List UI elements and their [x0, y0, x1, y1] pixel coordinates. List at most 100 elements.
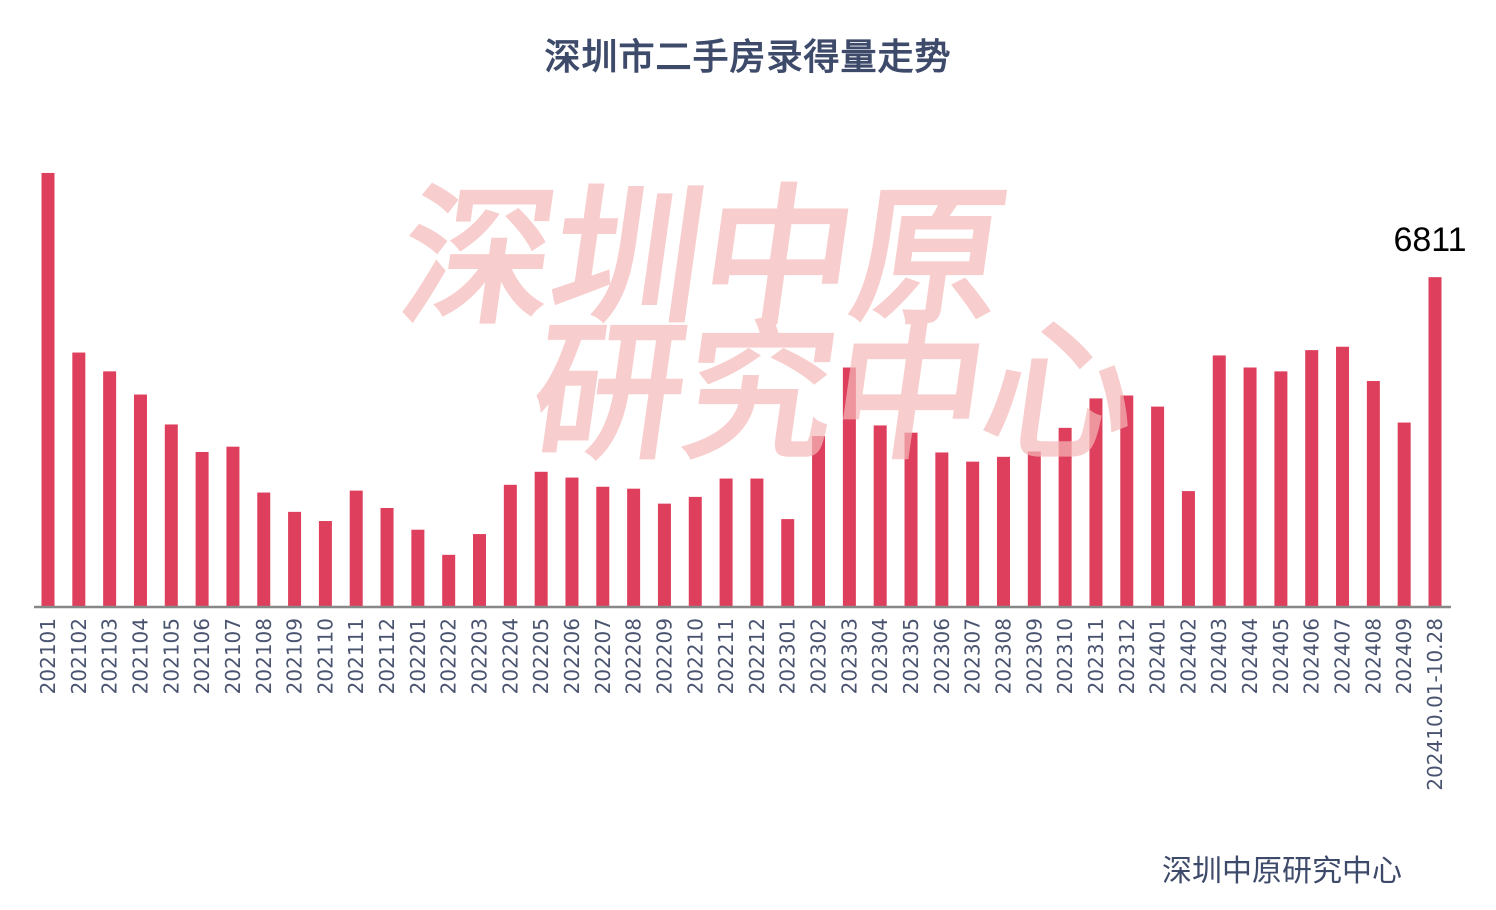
source-credit: 深圳中原研究中心: [1162, 854, 1402, 889]
bar-202103: [103, 371, 117, 606]
x-tick-label: 202404: [1238, 618, 1262, 694]
bar-202403: [1212, 355, 1226, 606]
bar-202306: [935, 452, 949, 606]
bar-202112: [380, 507, 394, 606]
x-tick-label: 202407: [1331, 618, 1355, 694]
x-tick-label: 202102: [67, 618, 91, 694]
bar-202203: [473, 534, 487, 606]
bar-202211: [719, 478, 733, 606]
bar-202309: [1027, 451, 1041, 606]
x-tick-label: 202112: [375, 618, 399, 694]
x-tick-label: 202401: [1146, 618, 1170, 694]
x-tick-label: 202208: [622, 618, 646, 694]
x-tick-label: 202406: [1300, 618, 1324, 694]
bar-202311: [1089, 398, 1103, 606]
bar-202407: [1336, 346, 1350, 606]
bar-202101: [41, 172, 55, 606]
x-tick-label: 202212: [745, 618, 769, 694]
watermark: 深圳中原 研究中心: [391, 171, 1147, 481]
bar-202304: [873, 425, 887, 606]
x-tick-label: 202403: [1207, 618, 1231, 694]
bar-202302: [812, 436, 826, 606]
bar-202308: [996, 456, 1010, 606]
bar-202104: [133, 394, 147, 606]
x-tick-label: 202103: [98, 618, 122, 694]
bar-202204: [503, 484, 517, 606]
x-tick-label: 202109: [283, 618, 307, 694]
x-tick-label: 202206: [560, 618, 584, 694]
bar-202102: [72, 352, 86, 606]
bar-202307: [966, 461, 980, 606]
bar-202108: [257, 492, 271, 606]
x-tick-label: 202205: [529, 618, 553, 694]
x-tick-label: 202207: [591, 618, 615, 694]
bar-202205: [534, 471, 548, 606]
bar-202210: [688, 496, 702, 606]
bar-202312: [1120, 395, 1134, 606]
bar-202110: [318, 521, 332, 606]
bar-202402: [1181, 491, 1195, 606]
x-tick-label: 202409: [1392, 618, 1416, 694]
bar-202310: [1058, 427, 1072, 606]
bar-202105: [164, 424, 178, 606]
x-tick-label: 202306: [930, 618, 954, 694]
x-tick-labels: 202101 202102 202103 202104 202105 202106 2021…: [36, 618, 1447, 791]
x-tick-label: 202203: [468, 618, 492, 694]
watermark-line2: 研究中心: [522, 306, 1147, 481]
bar-202303: [842, 367, 856, 606]
bar-202207: [596, 486, 610, 606]
x-tick-label: 202107: [221, 618, 245, 694]
chart-title: 深圳市二手房录得量走势: [544, 37, 952, 78]
x-tick-label: 202210: [683, 618, 707, 694]
bar-202406: [1305, 350, 1319, 606]
bar-202109: [288, 511, 302, 606]
bar-202404: [1243, 367, 1257, 606]
x-tick-label: 202311: [1084, 618, 1108, 694]
bar-202410.01-10.28: [1428, 277, 1442, 606]
x-tick-label: 202308: [991, 618, 1015, 694]
bar-202206: [565, 477, 579, 606]
bar-202305: [904, 432, 918, 606]
bar-202408: [1366, 381, 1380, 606]
x-tick-label: 202305: [899, 618, 923, 694]
x-tick-label: 202309: [1022, 618, 1046, 694]
bar-202208: [627, 488, 641, 606]
x-tick-label: 202209: [652, 618, 676, 694]
bar-202409: [1397, 422, 1411, 606]
data-labels: 6811: [1393, 221, 1466, 259]
x-tick-label: 202310: [1053, 618, 1077, 694]
x-tick-label: 202304: [868, 618, 892, 694]
x-tick-label: 202405: [1269, 618, 1293, 694]
watermark-line1: 深圳中原: [391, 171, 1016, 346]
x-tick-label: 202402: [1176, 618, 1200, 694]
x-tick-label: 202211: [714, 618, 738, 694]
x-tick-label: 202312: [1115, 618, 1139, 694]
x-tick-label: 202108: [252, 618, 276, 694]
bar-202405: [1274, 371, 1288, 606]
data-label: 6811: [1393, 221, 1466, 259]
x-tick-label: 202301: [776, 618, 800, 694]
x-tick-label: 202204: [498, 618, 522, 694]
bar-202212: [750, 478, 764, 606]
x-tick-label: 202302: [807, 618, 831, 694]
bar-202209: [657, 503, 671, 606]
bar-202401: [1151, 406, 1165, 606]
x-tick-label: 202303: [837, 618, 861, 694]
bar-202111: [349, 490, 363, 606]
x-tick-label: 202111: [344, 618, 368, 694]
bars-group: [41, 172, 1442, 606]
x-tick-label: 202202: [437, 618, 461, 694]
bar-202107: [226, 446, 240, 606]
x-tick-label: 202110: [313, 618, 337, 694]
bar-202301: [781, 519, 795, 606]
bar-202201: [411, 529, 425, 606]
bar-202106: [195, 451, 209, 606]
bar-202202: [442, 554, 456, 606]
x-tick-label: 202104: [128, 618, 152, 694]
x-tick-label: 202307: [961, 618, 985, 694]
x-tick-label: 202106: [190, 618, 214, 694]
x-tick-label: 202105: [159, 618, 183, 694]
x-tick-label: 202408: [1361, 618, 1385, 694]
x-tick-label: 202201: [406, 618, 430, 694]
